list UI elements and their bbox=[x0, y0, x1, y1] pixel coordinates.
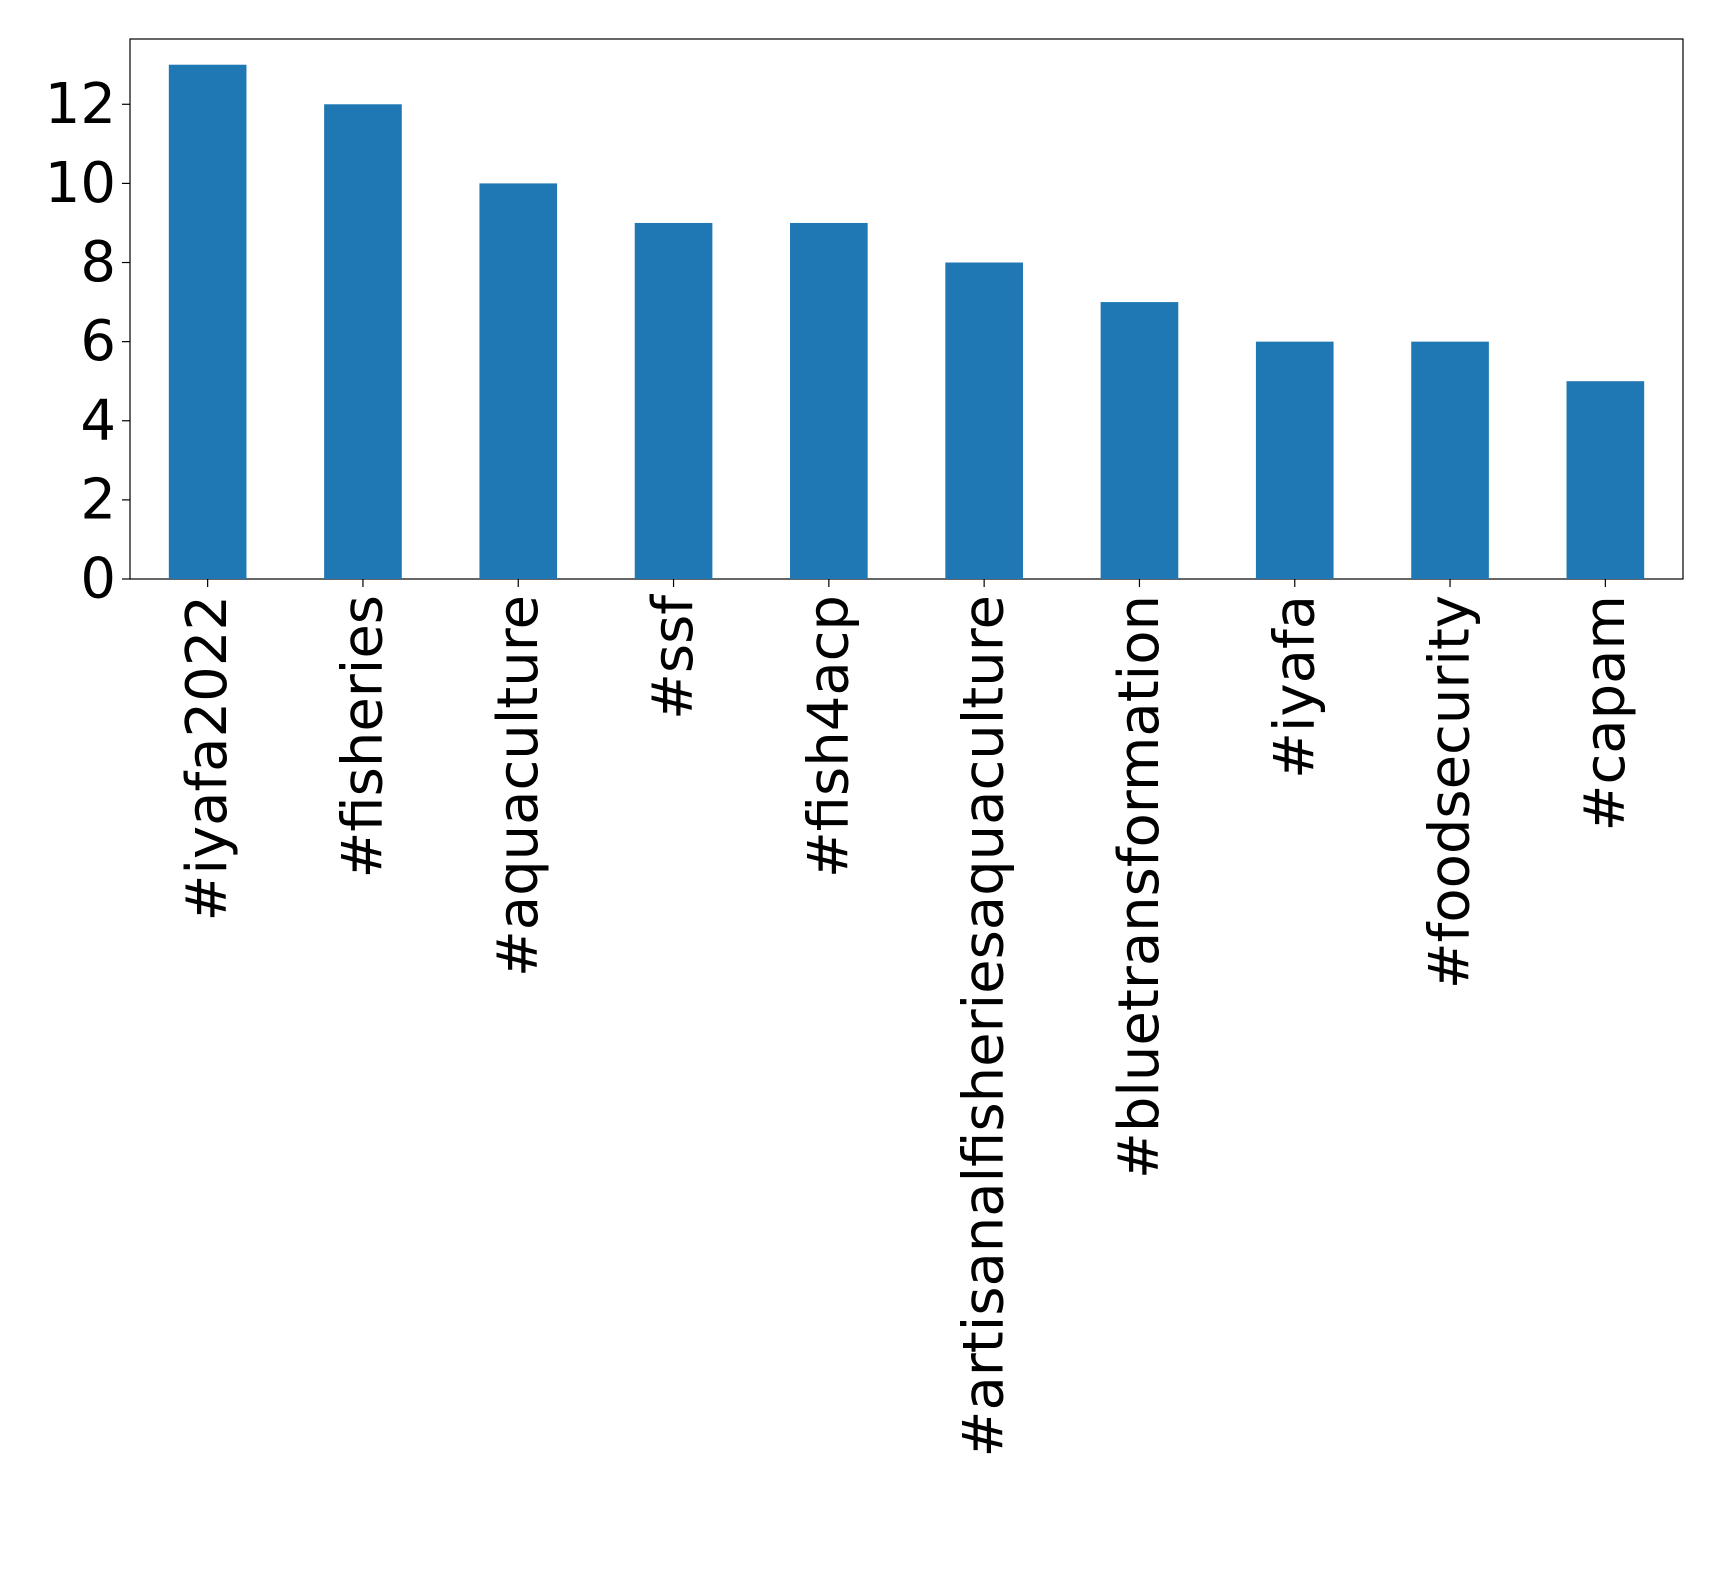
y-tick-label: 0 bbox=[80, 547, 116, 612]
x-tick-label: #bluetransformation bbox=[1107, 595, 1172, 1179]
x-tick-label: #ssf bbox=[641, 594, 706, 720]
y-tick-label: 8 bbox=[80, 230, 116, 295]
x-axis: #iyafa2022 #fisheries #aquaculture #ssf #fis… bbox=[175, 579, 1638, 1457]
bars-group bbox=[168, 64, 1645, 580]
y-tick-label: 4 bbox=[80, 388, 116, 453]
x-tick-label: #aquaculture bbox=[486, 595, 551, 977]
y-tick-label: 2 bbox=[80, 467, 116, 532]
x-tick-label: #fisheries bbox=[330, 595, 395, 879]
x-tick-label: #iyafa bbox=[1262, 595, 1327, 779]
x-tick-label: #iyafa2022 bbox=[175, 595, 240, 921]
bar-5 bbox=[790, 222, 868, 579]
bar-6 bbox=[945, 262, 1023, 579]
plot-area bbox=[129, 38, 1684, 580]
y-axis: 0 2 4 6 8 10 12 bbox=[45, 72, 130, 612]
bar-2 bbox=[324, 104, 402, 580]
y-tick-label: 10 bbox=[45, 151, 116, 216]
x-tick-label: #foodsecurity bbox=[1418, 595, 1483, 989]
x-tick-label: #fish4acp bbox=[796, 595, 861, 878]
bar-8 bbox=[1255, 341, 1334, 579]
y-tick-label: 6 bbox=[80, 309, 116, 374]
bar-1 bbox=[168, 64, 247, 579]
x-tick-label: #capam bbox=[1573, 595, 1638, 831]
plot-border bbox=[129, 38, 1684, 580]
bar-7 bbox=[1100, 302, 1179, 579]
bar-9 bbox=[1411, 341, 1489, 579]
bar-3 bbox=[479, 183, 558, 579]
bar-10 bbox=[1566, 381, 1645, 579]
x-tick-label: #artisanalfisheriesaquaculture bbox=[952, 595, 1017, 1457]
bar-4 bbox=[634, 222, 713, 579]
y-tick-label: 12 bbox=[45, 72, 116, 137]
